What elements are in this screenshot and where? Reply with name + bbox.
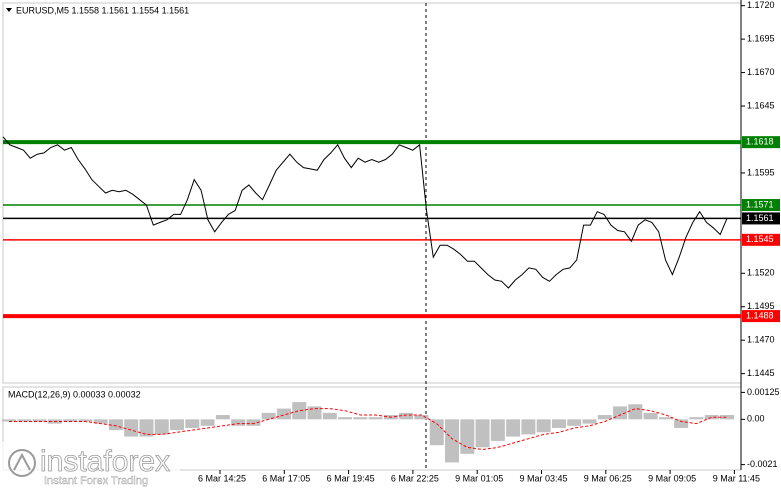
macd-bar — [689, 417, 704, 420]
macd-title: MACD(12,26,9) 0.00033 0.00032 — [8, 389, 141, 399]
macd-bar — [720, 415, 734, 420]
macd-bar — [185, 419, 200, 428]
macd-bar — [139, 419, 154, 437]
macd-bar — [32, 419, 47, 422]
macd-bar — [200, 419, 215, 426]
macd-bar — [261, 412, 276, 420]
macd-bar — [551, 419, 566, 428]
watermark: instaforex Instant Forex Trading — [0, 442, 180, 489]
macd-bar — [399, 412, 414, 420]
macd-bar — [429, 419, 444, 446]
macd-bar — [353, 417, 368, 420]
y-tick-label: 1.1720 — [747, 0, 775, 10]
macd-bar — [322, 412, 337, 420]
price-pane — [2, 2, 742, 384]
watermark-subtitle: Instant Forex Trading — [44, 475, 148, 487]
level-label: 1.1488 — [746, 310, 774, 320]
y-tick-label: 1.1495 — [747, 301, 775, 311]
level-label-bg — [742, 136, 780, 149]
macd-bar — [63, 419, 78, 422]
y-tick-label: 1.1695 — [747, 34, 775, 44]
y-tick-label: 0.00 — [747, 414, 765, 424]
macd-bar — [521, 419, 536, 435]
macd-bar — [613, 406, 628, 420]
level-label-bg — [742, 310, 780, 323]
level-label-bg — [742, 212, 780, 225]
x-tick-label: 6 Mar 19:45 — [327, 473, 375, 483]
macd-bar — [78, 419, 93, 422]
macd-bar — [338, 417, 353, 420]
macd-bar — [460, 419, 475, 454]
x-tick-label: 9 Mar 01:05 — [455, 473, 503, 483]
macd-bar — [582, 419, 597, 424]
macd-bar — [414, 415, 429, 420]
y-tick-label: 1.1470 — [747, 335, 775, 345]
y-tick-label: -0.0021 — [747, 459, 778, 469]
macd-bar — [506, 419, 521, 437]
macd-bar — [307, 406, 322, 420]
y-tick-label: 1.1595 — [747, 167, 775, 177]
macd-bar — [704, 415, 719, 420]
macd-bar — [475, 419, 490, 448]
level-label: 1.1618 — [746, 137, 774, 147]
collapse-icon — [6, 8, 12, 12]
macd-bar — [628, 404, 643, 420]
macd-bar — [246, 419, 261, 426]
x-tick-label: 9 Mar 03:45 — [519, 473, 567, 483]
x-tick-label: 6 Mar 17:05 — [262, 473, 310, 483]
price-line — [2, 136, 728, 289]
watermark-text: instaforex — [40, 445, 170, 478]
macd-bar — [215, 415, 230, 420]
x-tick-label: 9 Mar 09:05 — [648, 473, 696, 483]
y-tick-label: 0.00125 — [747, 387, 780, 397]
macd-bar — [231, 419, 246, 426]
chart-title: EURUSD,M5 1.1558 1.1561 1.1554 1.1561 — [16, 5, 189, 15]
macd-bar — [597, 415, 612, 420]
watermark-logo-mark — [13, 452, 31, 471]
level-label-bg — [742, 233, 780, 246]
macd-bar — [170, 419, 185, 431]
x-tick-label: 9 Mar 06:25 — [584, 473, 632, 483]
signal-line — [9, 408, 727, 451]
macd-bar — [658, 417, 673, 420]
macd-bar — [567, 419, 582, 426]
macd-bar — [643, 412, 658, 420]
level-label: 1.1571 — [746, 199, 774, 209]
y-tick-label: 1.1445 — [747, 368, 775, 378]
macd-bar — [108, 419, 123, 431]
macd-bar — [124, 419, 139, 437]
y-tick-label: 1.1645 — [747, 100, 775, 110]
level-label-bg — [742, 199, 780, 212]
level-label: 1.1561 — [746, 213, 774, 223]
watermark-bg — [0, 442, 180, 489]
macd-bar — [276, 408, 291, 420]
macd-bar — [17, 419, 32, 422]
macd-bar — [536, 419, 551, 433]
macd-bar — [445, 419, 460, 463]
x-tick-label: 9 Mar 11:45 — [713, 473, 760, 483]
watermark-logo — [8, 449, 36, 477]
macd-bar — [154, 419, 169, 435]
x-tick-label: 6 Mar 14:25 — [198, 473, 246, 483]
x-tick-label: 6 Mar 22:25 — [391, 473, 439, 483]
y-tick-label: 1.1670 — [747, 67, 775, 77]
macd-bar — [2, 419, 16, 422]
macd-bar — [292, 402, 307, 420]
y-tick-label: 1.1520 — [747, 268, 775, 278]
macd-bar — [368, 417, 383, 420]
macd-bar — [490, 419, 505, 441]
macd-bar — [674, 419, 689, 428]
macd-bar — [93, 419, 108, 424]
level-label: 1.1545 — [746, 234, 774, 244]
